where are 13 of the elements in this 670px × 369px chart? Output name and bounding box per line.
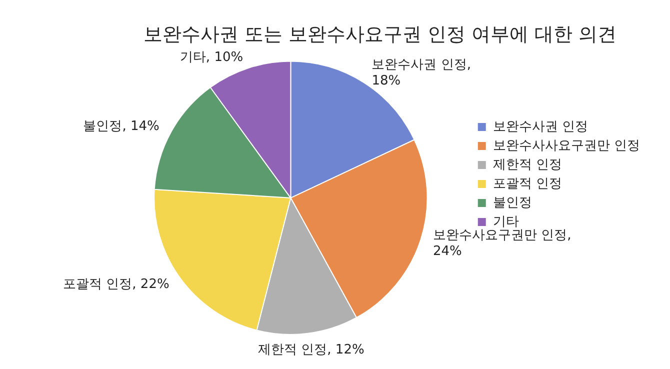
legend-label: 보완수사사요구권만 인정	[492, 138, 640, 154]
data-label: 불인정, 14%	[83, 119, 160, 134]
legend-label: 제한적 인정	[492, 157, 562, 172]
data-label: 기타, 10%	[180, 50, 244, 65]
legend-label: 포괄적 인정	[492, 176, 562, 192]
legend-label: 불인정	[492, 195, 532, 210]
data-label: 보완수사요구권만 인정, 24%	[432, 228, 572, 259]
legend-label: 보완수사권 인정	[492, 119, 588, 134]
data-label: 보완수사권 인정, 18%	[372, 58, 471, 89]
chart-title: 보완수사권 또는 보완수사요구권 인정 여부에 대한 의견	[143, 23, 617, 46]
data-label: 제한적 인정, 12%	[258, 342, 364, 358]
data-label: 포괄적 인정, 22%	[63, 276, 170, 292]
legend-label: 기타	[492, 214, 519, 230]
